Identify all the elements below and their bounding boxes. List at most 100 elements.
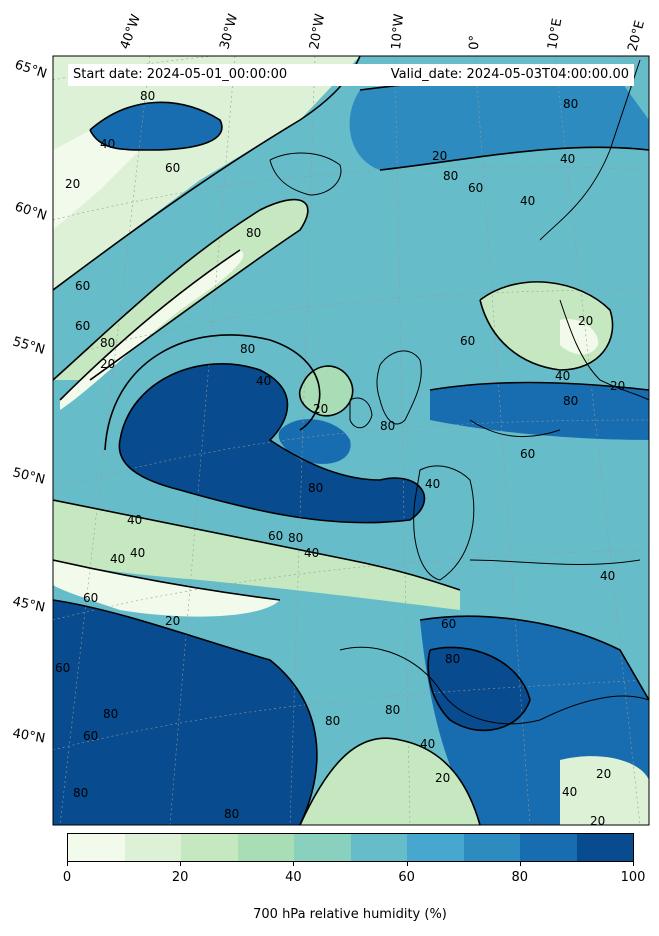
- contour-label-60-southwest: 60: [83, 591, 98, 605]
- contour-label-40-north-2: 40: [520, 194, 535, 208]
- lat-label-50n: 50°N: [11, 465, 46, 487]
- lon-label-40w: 40°W: [118, 12, 144, 51]
- colorbar-tick-100: [633, 862, 634, 866]
- contour-label-20-south: 20: [165, 614, 180, 628]
- moist-south-east-core: [428, 647, 530, 731]
- contour-label-60-west: 60: [75, 279, 90, 293]
- contour-label-40-south: 40: [420, 737, 435, 751]
- contour-label-80-south: 80: [445, 652, 460, 666]
- contour-labels: 80 40 20 60 20 80 60 40 40 80 80 60 60 8…: [55, 89, 625, 828]
- colorbar-segment-6: [407, 834, 464, 861]
- map-area: 80 40 20 60 20 80 60 40 40 80 80 60 60 8…: [53, 56, 649, 828]
- graticule: [53, 56, 649, 825]
- colorbar-segment-3: [237, 834, 294, 861]
- contour-label-40-east-3: 40: [600, 569, 615, 583]
- contour-label-40-east: 40: [555, 369, 570, 383]
- lat-label-60n: 60°N: [13, 200, 49, 224]
- contour-label-20-west: 20: [65, 177, 80, 191]
- latitude-labels: 65°N 60°N 55°N 50°N 45°N 40°N: [11, 58, 49, 747]
- contour-label-80-islands: 80: [380, 419, 395, 433]
- colorbar-tick-label-100: 100: [620, 870, 646, 885]
- contour-label-20-southeast-2: 20: [590, 814, 605, 828]
- contour-label-80-north-2: 80: [443, 169, 458, 183]
- contour-label-20-southeast: 20: [596, 767, 611, 781]
- colorbar-tick-60: [406, 862, 408, 866]
- contour-label-40-southeast: 40: [562, 785, 577, 799]
- moist-south-west: [53, 600, 317, 825]
- colorbar-segment-4: [294, 834, 351, 861]
- moist-swirl: [119, 363, 425, 523]
- colorbar-segment-7: [463, 834, 520, 861]
- colorbar-tick-20: [180, 862, 182, 866]
- colorbar-segment-5: [350, 834, 407, 861]
- contour-label-40-band-2: 40: [130, 546, 145, 560]
- contour-label-80-center: 80: [240, 342, 255, 356]
- contour-label-80-north: 80: [140, 89, 155, 103]
- dry-band-middle: [53, 500, 460, 610]
- contour-label-60-north: 60: [165, 161, 180, 175]
- contour-label-80-band: 80: [288, 531, 303, 545]
- moist-band-north-2: [349, 75, 649, 170]
- colorbar-tick-label-40: 40: [285, 870, 302, 885]
- contour-label-20-south-2: 20: [435, 771, 450, 785]
- contour-label-20-center: 20: [313, 402, 328, 416]
- contour-label-80-east: 80: [563, 394, 578, 408]
- colorbar-tick-label-0: 0: [62, 870, 72, 885]
- valid-date-label: Valid_date: 2024-05-03T04:00:00.00: [390, 67, 629, 82]
- dry-patch-central: [299, 366, 353, 416]
- contour-label-20-east-2: 20: [610, 379, 625, 393]
- moist-swirl-inner: [278, 419, 351, 464]
- colorbar-segment-8: [520, 834, 577, 861]
- contour-label-80-south-2: 80: [385, 703, 400, 717]
- start-date-label: Start date: 2024-05-01_00:00:00: [73, 67, 288, 82]
- colorbar-segment-0: [68, 834, 125, 861]
- contour-label-80-southwest: 80: [103, 707, 118, 721]
- contour-label-40-islands: 40: [425, 477, 440, 491]
- contour-label-60-band: 60: [268, 529, 283, 543]
- contour-label-80-west: 80: [100, 336, 115, 350]
- contour-label-20-west-2: 20: [100, 357, 115, 371]
- lat-label-45n: 45°N: [11, 594, 46, 615]
- lon-label-10w: 10°W: [389, 13, 407, 50]
- colorbar-tick-label-20: 20: [171, 870, 189, 885]
- contour-label-80-south-4: 80: [224, 807, 239, 821]
- colorbar: [67, 833, 634, 862]
- colorbar-tick-80: [519, 862, 521, 866]
- lon-label-20e: 20°E: [625, 19, 648, 53]
- dry-filament-core: [60, 250, 244, 410]
- contour-label-40-north: 40: [100, 137, 115, 151]
- lon-label-10e: 10°E: [545, 17, 565, 50]
- colorbar-tick-label-60: 60: [398, 870, 415, 885]
- contour-label-80-southwest-2: 80: [73, 786, 88, 800]
- contour-label-40-band-3: 40: [110, 552, 125, 566]
- contour-label-60-east-2: 60: [520, 447, 535, 461]
- colorbar-tick-0: [67, 862, 68, 866]
- contour-label-20-north: 20: [432, 149, 447, 163]
- dry-filament: [53, 199, 308, 380]
- lon-label-30w: 30°W: [217, 12, 241, 51]
- dry-band-middle-core: [53, 560, 280, 617]
- contour-label-40-center: 40: [256, 374, 271, 388]
- colorbar-segment-2: [181, 834, 238, 861]
- colorbar-segment-1: [124, 834, 181, 861]
- contour-label-60-south: 60: [441, 617, 456, 631]
- contour-label-60-east: 60: [460, 334, 475, 348]
- contour-label-80-swirl: 80: [308, 481, 323, 495]
- dry-south-east: [560, 756, 649, 825]
- contour-label-80-south-3: 80: [325, 714, 340, 728]
- contour-label-60-north-2: 60: [468, 181, 483, 195]
- contour-label-40-band: 40: [127, 513, 142, 527]
- contour-label-60-southwest-3: 60: [83, 729, 98, 743]
- moist-band-north: [90, 102, 222, 150]
- contour-label-40-band-4: 40: [304, 546, 319, 560]
- date-info-bar: Start date: 2024-05-01_00:00:00 Valid_da…: [68, 64, 634, 86]
- colorbar-tick-label-80: 80: [511, 870, 529, 885]
- contour-label-60-southwest-2: 60: [55, 661, 70, 675]
- coastlines: [269, 59, 649, 725]
- colorbar-segment-9: [576, 834, 633, 861]
- colorbar-title: 700 hPa relative humidity (%): [253, 907, 447, 922]
- lon-label-0: 0°: [467, 35, 483, 50]
- colorbar-tick-40: [293, 862, 295, 866]
- lat-label-65n: 65°N: [13, 58, 49, 82]
